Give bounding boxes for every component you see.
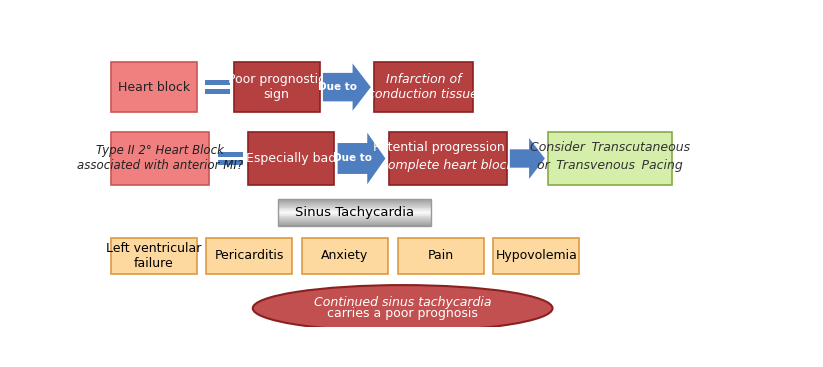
Bar <box>278 201 431 202</box>
Ellipse shape <box>253 285 552 331</box>
Text: Type II 2° Heart Block
associated with anterior MI?: Type II 2° Heart Block associated with a… <box>77 145 243 172</box>
FancyBboxPatch shape <box>249 132 334 185</box>
FancyBboxPatch shape <box>548 132 672 185</box>
Bar <box>278 212 431 214</box>
Bar <box>278 212 431 213</box>
Bar <box>278 224 431 225</box>
Bar <box>278 222 431 223</box>
Bar <box>278 202 431 203</box>
Text: or  Transvenous  Pacing: or Transvenous Pacing <box>537 159 683 172</box>
FancyBboxPatch shape <box>110 132 209 185</box>
FancyBboxPatch shape <box>110 237 197 275</box>
FancyBboxPatch shape <box>302 237 388 275</box>
FancyBboxPatch shape <box>234 62 319 112</box>
Bar <box>278 217 431 218</box>
Bar <box>278 204 431 206</box>
Bar <box>278 200 431 201</box>
Bar <box>278 204 431 205</box>
Polygon shape <box>509 138 545 179</box>
FancyBboxPatch shape <box>398 237 484 275</box>
Bar <box>205 89 230 94</box>
Text: Continued sinus tachycardia: Continued sinus tachycardia <box>314 295 491 309</box>
Bar <box>278 221 431 222</box>
Polygon shape <box>323 63 370 111</box>
Bar <box>278 206 431 207</box>
FancyBboxPatch shape <box>493 237 579 275</box>
Bar <box>278 216 431 217</box>
Bar <box>278 222 431 224</box>
Text: Poor prognostic
sign: Poor prognostic sign <box>228 73 325 101</box>
Bar <box>217 152 244 157</box>
Text: Consider  Transcutaneous: Consider Transcutaneous <box>530 141 690 154</box>
Bar <box>278 207 431 208</box>
Text: Infarction of
conduction tissue: Infarction of conduction tissue <box>369 73 478 101</box>
Bar <box>278 214 431 215</box>
Text: Left ventricular
failure: Left ventricular failure <box>106 242 202 270</box>
FancyBboxPatch shape <box>374 62 472 112</box>
Bar <box>278 211 431 212</box>
Bar <box>278 214 431 215</box>
Bar <box>278 218 431 219</box>
Bar <box>217 160 244 165</box>
Bar <box>278 209 431 210</box>
Text: Due to: Due to <box>319 82 357 92</box>
FancyBboxPatch shape <box>388 132 507 185</box>
Text: Anxiety: Anxiety <box>321 250 369 262</box>
Bar <box>278 199 431 200</box>
Polygon shape <box>337 133 385 184</box>
Bar <box>278 206 431 207</box>
Text: Heart block: Heart block <box>118 81 189 94</box>
Bar <box>278 210 431 211</box>
FancyBboxPatch shape <box>207 237 292 275</box>
Bar <box>278 224 431 225</box>
Text: carries a poor prognosis: carries a poor prognosis <box>328 308 478 320</box>
Text: complete heart block: complete heart block <box>381 159 514 172</box>
Bar <box>278 203 431 204</box>
Bar <box>278 219 431 220</box>
Bar <box>278 220 431 221</box>
Text: Hypovolemia: Hypovolemia <box>495 250 577 262</box>
Text: Pericarditis: Pericarditis <box>215 250 284 262</box>
Bar <box>278 215 431 217</box>
Bar <box>278 225 431 226</box>
Text: Especially bad: Especially bad <box>246 152 337 165</box>
Text: Pain: Pain <box>427 250 453 262</box>
Text: Sinus Tachycardia: Sinus Tachycardia <box>295 206 414 219</box>
Text: Potential progression to: Potential progression to <box>374 141 522 154</box>
FancyBboxPatch shape <box>110 62 197 112</box>
Text: Due to: Due to <box>333 153 372 163</box>
Bar <box>278 208 431 209</box>
Bar <box>205 80 230 86</box>
